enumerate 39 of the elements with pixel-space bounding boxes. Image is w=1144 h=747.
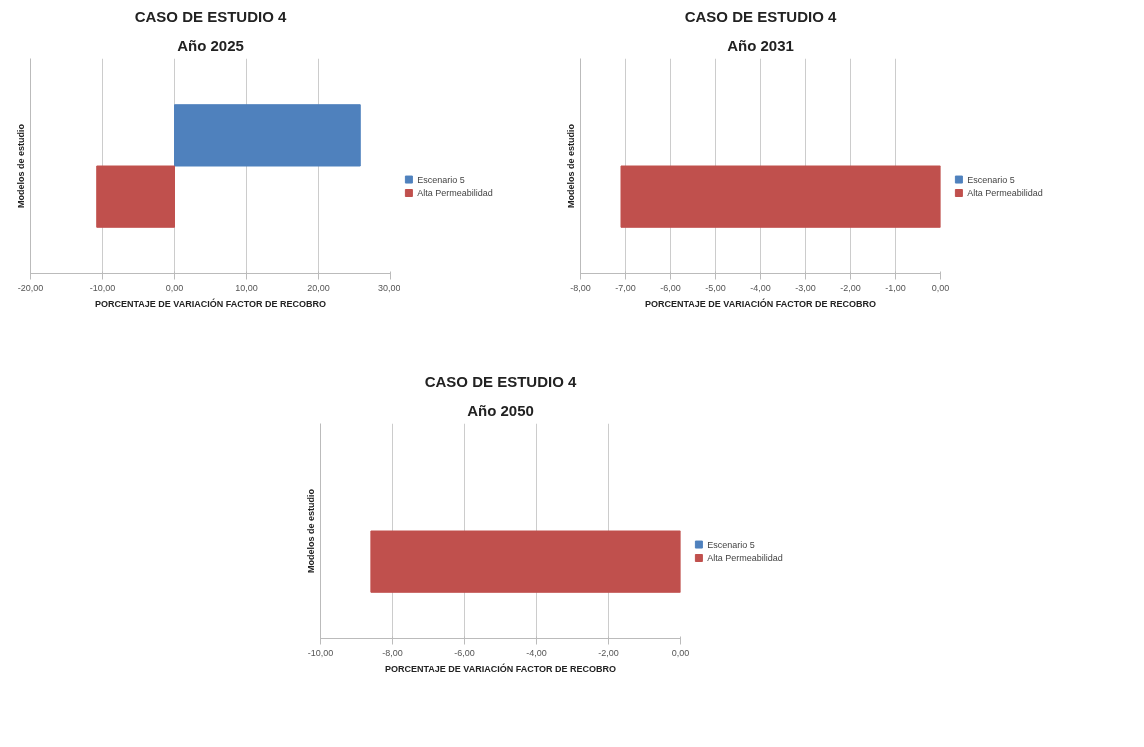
x-tick-label: -8,00: [382, 647, 403, 658]
x-tick-label: -2,00: [598, 647, 619, 658]
x-tick-label: 0,00: [165, 282, 184, 293]
legend-label: Alta Permeabilidad: [967, 188, 1043, 198]
x-axis-title: PORCENTAJE DE VARIACIÓN FACTOR DE RECOBRO: [644, 297, 877, 309]
legend-label: Escenario 5: [967, 174, 1015, 185]
chart-subtitle: Año 2031: [727, 36, 794, 54]
x-tick-label: 20,00: [307, 282, 330, 293]
x-tick-label: -10,00: [89, 282, 116, 293]
chart-title: CASO DE ESTUDIO 4: [684, 7, 837, 25]
chart-subtitle: Año 2025: [177, 36, 244, 54]
x-tick-label: -4,00: [526, 647, 547, 658]
y-axis-title: Modelos de estudio: [305, 488, 316, 573]
x-tick-label: 0,00: [671, 647, 690, 658]
x-tick-label: 10,00: [235, 282, 258, 293]
x-tick-label: 0,00: [931, 282, 950, 293]
x-tick-label: -8,00: [570, 282, 591, 293]
legend-label: Alta Permeabilidad: [417, 188, 493, 198]
x-tick-label: -10,00: [307, 647, 334, 658]
x-axis-title: PORCENTAJE DE VARIACIÓN FACTOR DE RECOBRO: [94, 297, 327, 309]
x-tick-label: -3,00: [795, 282, 816, 293]
x-tick-label: -2,00: [840, 282, 861, 293]
legend-label: Escenario 5: [707, 539, 755, 550]
x-tick-label: -4,00: [750, 282, 771, 293]
x-tick-label: -6,00: [660, 282, 681, 293]
chart-title: CASO DE ESTUDIO 4: [424, 372, 577, 390]
x-tick-label: -1,00: [885, 282, 906, 293]
chart-subtitle: Año 2050: [467, 401, 534, 419]
x-tick-label: -7,00: [615, 282, 636, 293]
x-tick-label: -20,00: [17, 282, 44, 293]
x-axis-title: PORCENTAJE DE VARIACIÓN FACTOR DE RECOBRO: [384, 662, 617, 674]
legend-label: Escenario 5: [417, 174, 465, 185]
legend-label: Alta Permeabilidad: [707, 553, 783, 563]
chart-title: CASO DE ESTUDIO 4: [134, 7, 287, 25]
x-tick-label: -5,00: [705, 282, 726, 293]
y-axis-title: Modelos de estudio: [15, 123, 26, 208]
y-axis-title: Modelos de estudio: [565, 123, 576, 208]
x-tick-label: 30,00: [377, 282, 401, 293]
x-tick-label: -6,00: [454, 647, 475, 658]
